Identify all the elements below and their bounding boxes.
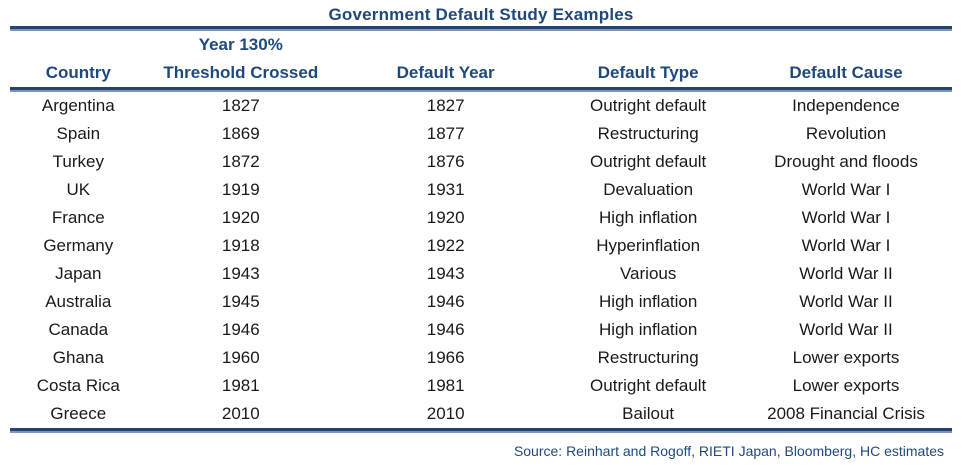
table-body: Argentina 1827 1827 Outright default Indepen… — [10, 92, 952, 428]
header-row: Country Year 130% Threshold Crossed Defa… — [10, 31, 952, 87]
table-cell: 1981 — [426, 376, 465, 395]
header-line2: Default Year — [396, 63, 495, 82]
table-cell: 1966 — [426, 348, 465, 367]
table-cell: 1946 — [426, 292, 465, 311]
header-line2: Country — [45, 63, 111, 82]
table-cell: 1922 — [426, 236, 465, 255]
header-line2: Default Cause — [789, 63, 903, 82]
table-row: Canada 1946 1946 High inflation World War II — [10, 316, 952, 344]
table-cell: 1945 — [221, 292, 260, 311]
table-cell: France — [51, 208, 105, 227]
table-cell: Devaluation — [603, 180, 694, 199]
table-cell: Outright default — [590, 96, 707, 115]
table-cell: 1827 — [426, 96, 465, 115]
header-line2: Threshold Crossed — [163, 63, 319, 82]
table-cell: Revolution — [805, 124, 887, 143]
table-row: Greece 2010 2010 Bailout 2008 Financial Cris… — [10, 400, 952, 428]
data-table: Argentina 1827 1827 Outright default Indepen… — [10, 92, 952, 428]
table-cell: World War I — [801, 208, 891, 227]
table-cell: 2008 Financial Crisis — [767, 404, 925, 423]
table-cell: 1981 — [221, 376, 260, 395]
table-cell: 1920 — [221, 208, 260, 227]
table-cell: World War I — [801, 180, 891, 199]
table-cell: 1872 — [221, 152, 260, 171]
table-cell: 1919 — [221, 180, 260, 199]
table-cell: 1877 — [426, 124, 465, 143]
title-rule — [10, 26, 952, 31]
table-row: Turkey 1872 1876 Outright default Drought an… — [10, 148, 952, 176]
table-cell: 1869 — [221, 124, 260, 143]
header-line1: Year 130% — [198, 35, 283, 54]
table-cell: World War II — [799, 320, 893, 339]
source-note: Source: Reinhart and Rogoff, RIETI Japan… — [513, 443, 944, 459]
header-line2: Default Type — [597, 63, 699, 82]
column-header-default-type: Default Type — [556, 31, 740, 87]
table-cell: 2010 — [426, 404, 465, 423]
table-cell: Germany — [43, 236, 114, 255]
bottom-rule — [10, 428, 952, 433]
table-cell: Various — [619, 264, 677, 283]
table-row: Argentina 1827 1827 Outright default Indepen… — [10, 92, 952, 120]
table-cell: 1920 — [426, 208, 465, 227]
column-header-threshold-crossed: Year 130% Threshold Crossed — [147, 31, 335, 87]
header-line1 — [556, 31, 740, 59]
header-rule — [10, 87, 952, 92]
table-cell: UK — [66, 180, 91, 199]
table-cell: Hyperinflation — [596, 236, 701, 255]
table-cell: 1946 — [426, 320, 465, 339]
table-cell: Lower exports — [792, 348, 900, 367]
table-cell: Australia — [45, 292, 112, 311]
table-cell: Bailout — [622, 404, 675, 423]
table-cell: High inflation — [599, 208, 698, 227]
table-row: France 1920 1920 High inflation World War I — [10, 204, 952, 232]
table-row: Costa Rica 1981 1981 Outright default Lower … — [10, 372, 952, 400]
table-cell: Restructuring — [597, 348, 699, 367]
table-row: Germany 1918 1922 Hyperinflation World War I — [10, 232, 952, 260]
table-cell: World War II — [799, 292, 893, 311]
table-cell: Turkey — [52, 152, 104, 171]
table-cell: Argentina — [41, 96, 115, 115]
table-row: Ghana 1960 1966 Restructuring Lower exports — [10, 344, 952, 372]
table-cell: Drought and floods — [774, 152, 918, 171]
table-cell: 1876 — [426, 152, 465, 171]
table-cell: Japan — [55, 264, 102, 283]
table-cell: Canada — [48, 320, 109, 339]
table-row: UK 1919 1931 Devaluation World War I — [10, 176, 952, 204]
table-cell: High inflation — [599, 320, 698, 339]
table-cell: 1946 — [221, 320, 260, 339]
table-cell: 1960 — [221, 348, 260, 367]
column-header-country: Country — [10, 31, 147, 87]
table-cell: Costa Rica — [36, 376, 120, 395]
table-cell: Lower exports — [792, 376, 900, 395]
table-cell: 2010 — [221, 404, 260, 423]
table-row: Japan 1943 1943 Various World War II — [10, 260, 952, 288]
table-cell: 1827 — [221, 96, 260, 115]
table-cell: 1931 — [426, 180, 465, 199]
header-table: Country Year 130% Threshold Crossed Defa… — [10, 31, 952, 87]
table-cell: Restructuring — [597, 124, 699, 143]
table-row: Spain 1869 1877 Restructuring Revolution — [10, 120, 952, 148]
table-cell: 1943 — [221, 264, 260, 283]
table-cell: Ghana — [52, 348, 104, 367]
table-cell: 1918 — [221, 236, 260, 255]
header-line1 — [335, 31, 556, 59]
column-header-default-year: Default Year — [335, 31, 556, 87]
table-title: Government Default Study Examples — [328, 5, 634, 24]
table-cell: World War II — [799, 264, 893, 283]
table-cell: World War I — [801, 236, 891, 255]
table-row: Australia 1945 1946 High inflation World War… — [10, 288, 952, 316]
header-line1 — [740, 31, 952, 59]
table-cell: High inflation — [599, 292, 698, 311]
table-cell: Greece — [50, 404, 107, 423]
table-cell: Independence — [792, 96, 900, 115]
header-line1 — [10, 31, 147, 59]
table-cell: 1943 — [426, 264, 465, 283]
table-cell: Outright default — [590, 152, 707, 171]
column-header-default-cause: Default Cause — [740, 31, 952, 87]
table-cell: Outright default — [590, 376, 707, 395]
table-cell: Spain — [56, 124, 101, 143]
